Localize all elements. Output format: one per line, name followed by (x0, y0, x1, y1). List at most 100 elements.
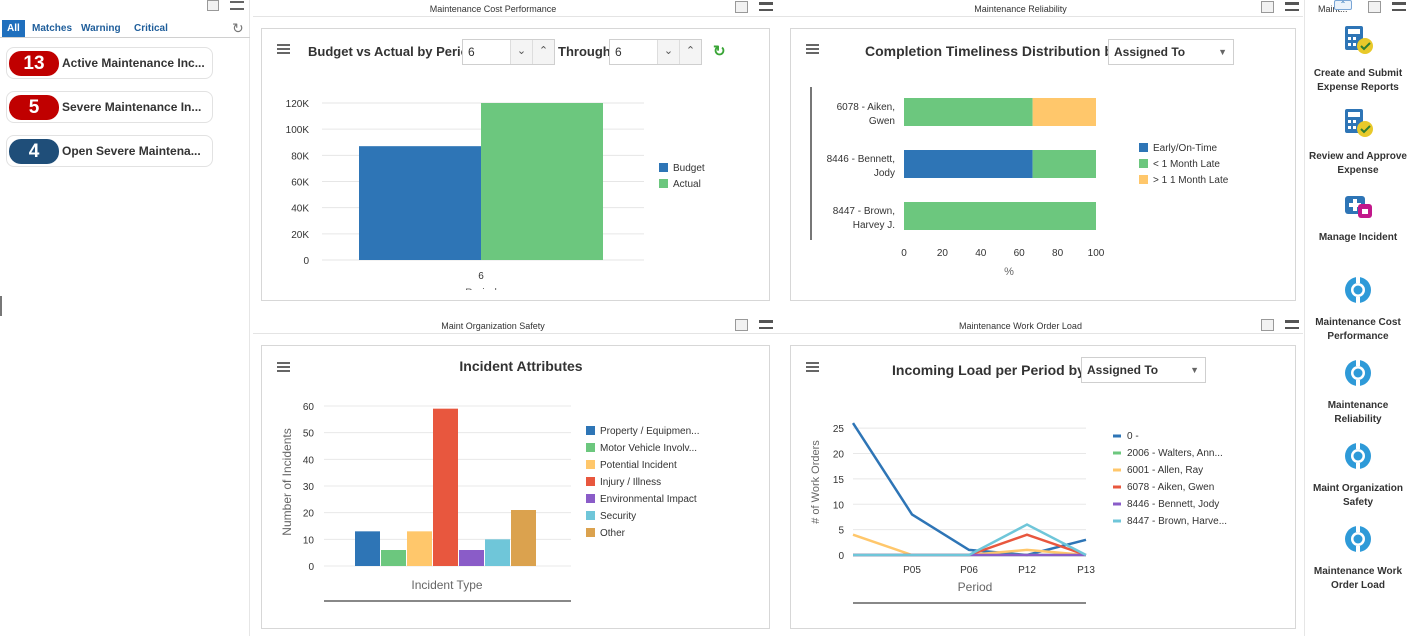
lifebuoy-icon (1345, 443, 1371, 469)
y-category-label: Gwen (869, 116, 895, 127)
restore-icon[interactable] (207, 0, 219, 11)
watchlist-tabs: All Matches Warning Critical ↻ (0, 20, 250, 38)
chevron-up-icon[interactable]: ⌃ (679, 40, 701, 64)
maximize-icon[interactable] (1368, 1, 1381, 13)
watchlist-label: Active Maintenance Inc... (62, 56, 205, 70)
launch-maintenance-reliability[interactable]: Maintenance Reliability (1308, 358, 1408, 425)
panel-menu-icon[interactable] (1285, 320, 1299, 329)
x-axis-label: % (1004, 266, 1014, 278)
launch-label: Maintenance Work Order Load (1313, 566, 1403, 591)
launch-review-expense[interactable]: Review and Approve Expense (1308, 107, 1408, 183)
tab-warning[interactable]: Warning (81, 23, 121, 34)
legend-label: 6001 - Allen, Ray (1127, 465, 1203, 476)
panel-menu-icon[interactable] (1392, 2, 1406, 11)
maximize-icon[interactable] (1261, 319, 1274, 331)
launch-label: Create and Submit Expense Reports (1313, 68, 1403, 93)
lifebuoy-icon (1345, 277, 1371, 303)
watchlist-label: Severe Maintenance In... (62, 100, 202, 114)
x-axis-label: Period (958, 580, 993, 594)
y-category-label: 8446 - Bennett, (827, 154, 895, 165)
panel-menu-icon[interactable] (759, 320, 773, 329)
y-tick-label: 5 (838, 526, 844, 537)
launch-create-expense[interactable]: Create and Submit Expense Reports (1308, 24, 1408, 98)
first-aid-kit-icon (1345, 196, 1372, 218)
launch-maintenance-cost[interactable]: Maintenance Cost Performance (1308, 275, 1408, 351)
y-tick-label: 0 (308, 562, 314, 573)
maximize-icon[interactable] (735, 1, 748, 13)
chevron-down-icon[interactable]: ⌄ (657, 40, 679, 64)
legend-label: 2006 - Walters, Ann... (1127, 448, 1223, 459)
tab-all[interactable]: All (2, 20, 25, 37)
watchlist-item[interactable]: 5 Severe Maintenance In... (6, 91, 213, 123)
y-tick-label: 40K (291, 204, 309, 215)
safety-chart-frame (261, 345, 770, 629)
menu-icon[interactable] (230, 1, 244, 10)
y-tick-label: 120K (286, 99, 310, 110)
chart-menu-icon[interactable] (277, 44, 290, 54)
workload-chart-title: Incoming Load per Period by (892, 362, 1085, 378)
x-tick-label: P06 (960, 565, 978, 576)
refresh-icon[interactable]: ↻ (713, 43, 726, 60)
assigned-to-dropdown[interactable]: Assigned To ▼ (1108, 39, 1234, 65)
x-tick-label: 0 (901, 248, 907, 259)
count-badge: 5 (9, 95, 59, 120)
legend-swatch (1139, 175, 1148, 184)
period-through-spinner[interactable]: 6 ⌄ ⌃ (609, 39, 702, 65)
dropdown-value: Assigned To (1087, 363, 1159, 377)
legend-label: Property / Equipmen... (600, 426, 700, 437)
x-tick-label: 6 (478, 271, 484, 282)
legend-label: Budget (673, 163, 705, 174)
chart-menu-icon[interactable] (806, 44, 819, 54)
assigned-to-dropdown[interactable]: Assigned To ▼ (1081, 357, 1206, 383)
scroll-handle[interactable] (0, 296, 2, 316)
launch-manage-incident[interactable]: Manage Incident (1308, 190, 1408, 246)
x-tick-label: 60 (1014, 248, 1026, 259)
cost-chart: 0 20K 40K 60K 80K 100K 120K 6 Period Budget Actual (286, 99, 705, 290)
y-tick-label: 20 (303, 509, 315, 520)
dropdown-value: Assigned To (1114, 45, 1186, 59)
watchlist-item[interactable]: 4 Open Severe Maintena... (6, 135, 213, 167)
maximize-icon[interactable] (1261, 1, 1274, 13)
tab-critical[interactable]: Critical (134, 23, 168, 34)
refresh-icon[interactable]: ↻ (232, 20, 244, 36)
launch-work-order-load[interactable]: Maintenance Work Order Load (1308, 524, 1408, 591)
legend-label: 0 - (1127, 431, 1139, 442)
bar (407, 531, 432, 566)
panel-header-reliability: Maintenance Reliability (974, 4, 1067, 14)
bar (459, 550, 484, 566)
legend-swatch (1139, 143, 1148, 152)
chevron-up-icon[interactable]: ⌃ (532, 40, 554, 64)
legend-label: 6078 - Aiken, Gwen (1127, 482, 1214, 493)
y-tick-label: 30 (303, 482, 315, 493)
collapse-icon[interactable]: ⌃ (1334, 0, 1352, 10)
legend-label: Early/On-Time (1153, 143, 1218, 154)
y-tick-label: 50 (303, 429, 315, 440)
period-from-spinner[interactable]: 6 ⌄ ⌃ (462, 39, 555, 65)
bar-actual (481, 103, 603, 260)
period-from-value: 6 (468, 45, 475, 59)
panel-menu-icon[interactable] (759, 2, 773, 11)
legend-label: 8447 - Brown, Harve... (1127, 516, 1227, 527)
watchlist-item[interactable]: 13 Active Maintenance Inc... (6, 47, 213, 79)
x-tick-label: P12 (1018, 565, 1036, 576)
bar (433, 408, 458, 566)
reliability-chart: 6078 - Aiken, Gwen 8446 - Bennett, Jody 8447… (810, 87, 1229, 278)
period-through-value: 6 (615, 45, 622, 59)
expense-calculator-icon (1345, 109, 1373, 137)
chart-menu-icon[interactable] (277, 362, 290, 372)
maximize-icon[interactable] (735, 319, 748, 331)
legend-label: > 1 1 Month Late (1153, 175, 1229, 186)
watchlist-panel: All Matches Warning Critical ↻ 13 Active… (0, 0, 250, 636)
tab-matches[interactable]: Matches (32, 23, 73, 34)
launch-label: Maintenance Cost Performance (1315, 317, 1401, 342)
launch-maint-org-safety[interactable]: Maint Organization Safety (1308, 441, 1408, 517)
y-tick-label: 25 (833, 424, 845, 435)
panel-menu-icon[interactable] (1285, 2, 1299, 11)
y-tick-label: 0 (303, 256, 309, 267)
count-badge: 13 (9, 51, 59, 76)
legend-label: Injury / Illness (600, 477, 661, 488)
chart-menu-icon[interactable] (806, 362, 819, 372)
bar-segment (904, 98, 1033, 126)
chevron-down-icon[interactable]: ⌄ (510, 40, 532, 64)
x-axis-label: Period (465, 287, 497, 290)
